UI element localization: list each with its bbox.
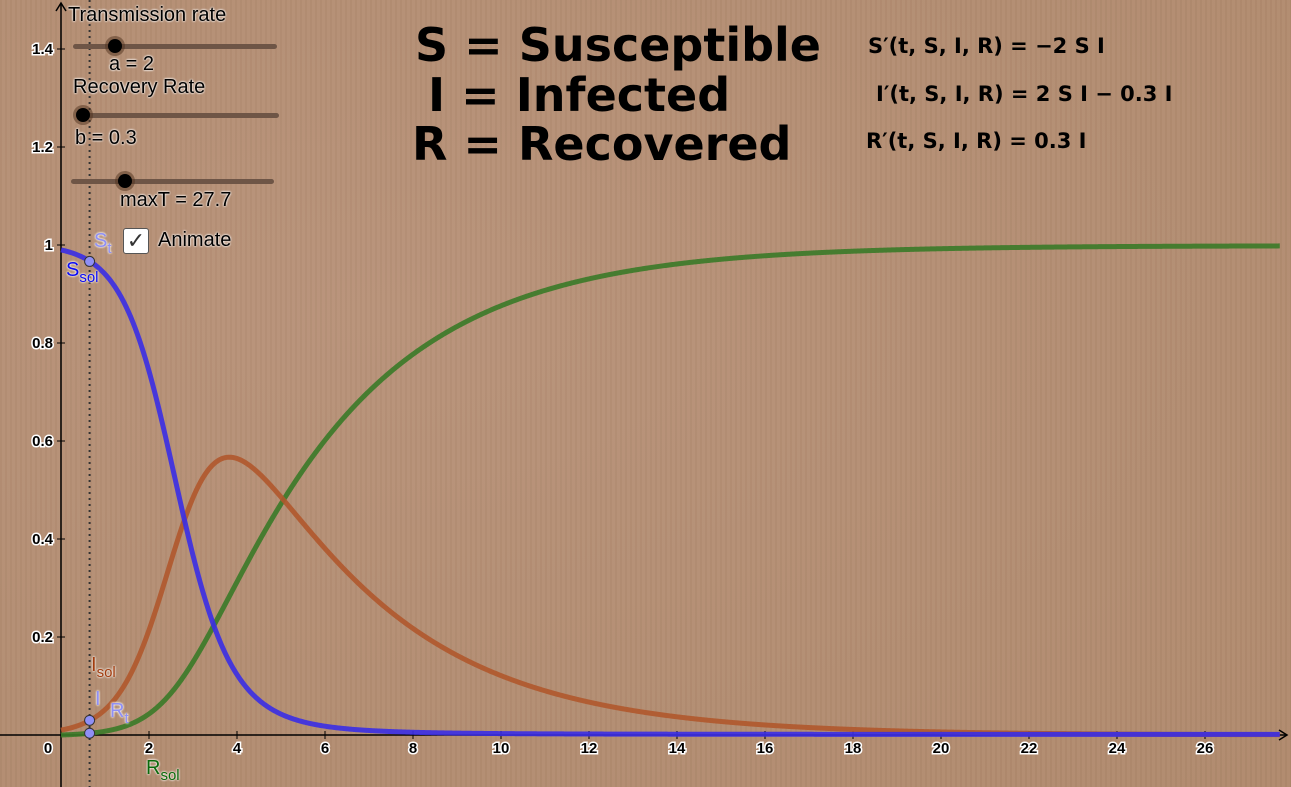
x-tick-label: 16 (757, 740, 774, 757)
y-tick-label: 1.2 (32, 139, 53, 156)
y-tick-label: 0.4 (32, 531, 54, 548)
x-tick-label: 2 (145, 740, 153, 757)
y-tick-label: 0.2 (32, 629, 53, 646)
equation-r: R′(t, S, I, R) = 0.3 I (866, 129, 1087, 153)
animate-checkbox[interactable]: ✓ (123, 228, 149, 254)
x-tick-label: 26 (1197, 740, 1214, 757)
x-tick-label: 10 (493, 740, 510, 757)
equation-i: I′(t, S, I, R) = 2 S I − 0.3 I (876, 82, 1173, 106)
slider-maxT-handle[interactable] (118, 174, 132, 188)
slider-maxT-value: maxT = 27.7 (120, 189, 232, 211)
label-i-sol: Isol (91, 654, 116, 681)
x-tick-label: 4 (233, 740, 242, 757)
x-tick-label: 18 (845, 740, 862, 757)
x-tick-label: 20 (933, 740, 950, 757)
title-susceptible: S = Susceptible (415, 18, 822, 72)
slider-b-value: b = 0.3 (75, 127, 137, 149)
y-tick-label: 1.4 (32, 41, 54, 58)
series-i-line (59, 454, 1282, 738)
x-axis-arrow (1278, 729, 1289, 741)
series-r-line (59, 243, 1282, 738)
x-tick-label: 24 (1109, 740, 1126, 757)
point-i-t (84, 714, 96, 726)
label-r-t: Rt (110, 700, 129, 727)
equation-s: S′(t, S, I, R) = −2 S I (868, 34, 1105, 58)
slider-b-handle[interactable] (76, 108, 90, 122)
y-tick-label: 0.6 (32, 433, 53, 450)
y-axis-arrow (55, 1, 67, 12)
animate-label: Animate (158, 229, 232, 251)
x-tick-label: 22 (1021, 740, 1038, 757)
recovery-rate-label: Recovery Rate (73, 76, 206, 98)
series-s-line (59, 247, 1282, 737)
label-s-t: St (94, 230, 112, 257)
title-recovered: R = Recovered (412, 117, 792, 171)
title-infected: I = Infected (428, 68, 731, 122)
x-tick-label: 14 (669, 740, 686, 757)
x-tick-label: 8 (409, 740, 417, 757)
y-tick-label: 1 (45, 237, 53, 254)
x-tick-label: 0 (44, 740, 52, 757)
transmission-rate-label: Transmission rate (68, 4, 227, 26)
point-r-t (84, 727, 96, 739)
x-tick-label: 12 (581, 740, 598, 757)
slider-a-handle[interactable] (108, 39, 122, 53)
check-icon: ✓ (126, 228, 146, 253)
x-tick-label: 6 (321, 740, 329, 757)
y-tick-label: 0.8 (32, 335, 53, 352)
label-s-sol: Ssol (66, 259, 99, 286)
slider-b[interactable] (82, 113, 279, 118)
point-s-t (84, 255, 96, 267)
slider-maxT[interactable] (71, 179, 274, 184)
label-i-t: I (95, 688, 101, 710)
slider-a[interactable] (73, 44, 277, 49)
slider-a-value: a = 2 (109, 53, 155, 75)
label-r-sol: Rsol (146, 757, 180, 784)
